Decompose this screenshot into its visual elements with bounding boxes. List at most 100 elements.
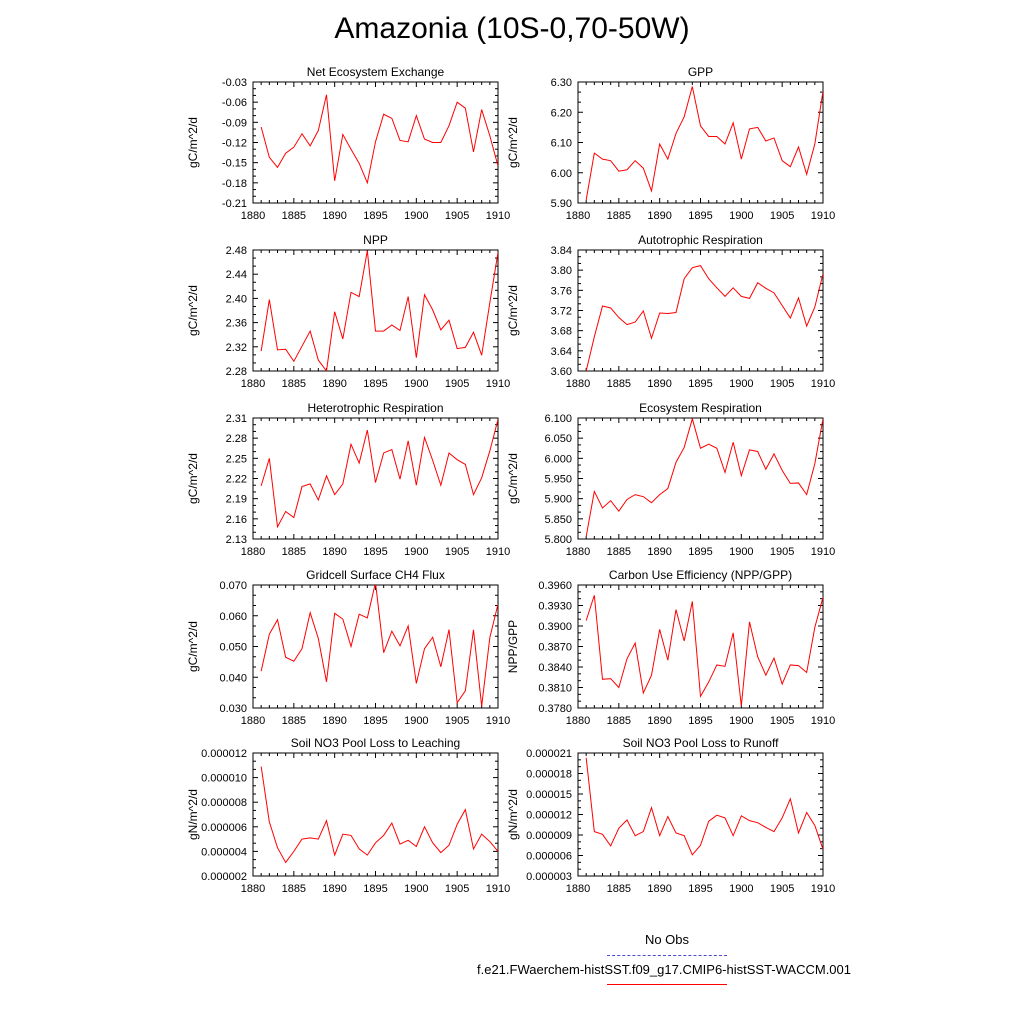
- x-tick-label: 1905: [445, 883, 469, 895]
- x-tick-label: 1900: [404, 883, 428, 895]
- plot-frame: [577, 752, 824, 877]
- series-line-0: [260, 766, 498, 864]
- x-tick-label: 1895: [363, 883, 387, 895]
- y-tick-label: 0.000002: [201, 871, 247, 883]
- y-tick-label: 5.800: [544, 534, 572, 546]
- x-tick-label: 1880: [566, 546, 590, 558]
- y-tick-label: 2.44: [226, 269, 247, 281]
- chart-panel-0: Net Ecosystem Exchange 1880 1885 1890 1895 19…: [186, 65, 510, 222]
- x-tick-label: 1895: [688, 546, 712, 558]
- y-tick-label: -0.21: [222, 198, 247, 210]
- x-tick-label: 1880: [241, 715, 265, 727]
- x-tick-label: 1895: [688, 210, 712, 222]
- x-tick-label: 1885: [282, 883, 306, 895]
- y-tick-label: 0.060: [219, 611, 247, 623]
- y-tick-label: 0.000018: [526, 769, 572, 781]
- x-tick-label: 1895: [688, 715, 712, 727]
- y-tick-label: 0.070: [219, 580, 247, 592]
- y-tick-label: 5.850: [544, 514, 572, 526]
- x-tick-label: 1885: [607, 378, 631, 390]
- x-tick-label: 1890: [322, 546, 346, 558]
- y-tick-label: 6.00: [551, 168, 572, 180]
- y-tick-label: 2.13: [226, 534, 247, 546]
- plot-frame: [252, 249, 499, 372]
- x-tick-label: 1900: [729, 210, 753, 222]
- series-line-0: [585, 86, 823, 201]
- series-line-0: [585, 265, 823, 371]
- y-tick-label: 3.72: [551, 306, 572, 318]
- chart-panel-8: Soil NO3 Pool Loss to Leaching 1880 1885 18…: [186, 736, 510, 895]
- series-line-0: [260, 94, 498, 185]
- x-tick-label: 1885: [282, 210, 306, 222]
- y-tick-label: 0.3840: [538, 662, 572, 674]
- plot-frame: [577, 249, 824, 372]
- y-tick-label: 0.3780: [538, 703, 572, 715]
- x-tick-label: 1890: [647, 546, 671, 558]
- chart-panel-4: Heterotrophic Respiration 1880 1885 1890 189…: [186, 401, 510, 558]
- x-tick-label: 1900: [404, 210, 428, 222]
- x-tick-label: 1890: [322, 210, 346, 222]
- y-tick-label: 3.76: [551, 285, 572, 297]
- x-tick-label: 1885: [607, 883, 631, 895]
- y-axis-label: gC/m^2/d: [186, 453, 200, 504]
- y-tick-label: 2.32: [226, 342, 247, 354]
- y-tick-label: 0.3960: [538, 580, 572, 592]
- y-tick-label: 0.000006: [526, 851, 572, 863]
- x-tick-label: 1900: [729, 378, 753, 390]
- chart-title: Net Ecosystem Exchange: [307, 65, 445, 79]
- y-axis-label: NPP/GPP: [506, 620, 520, 673]
- y-tick-label: -0.09: [222, 117, 247, 129]
- y-tick-label: 2.48: [226, 245, 247, 257]
- y-tick-label: 2.22: [226, 474, 247, 486]
- y-axis-label: gN/m^2/d: [506, 789, 520, 840]
- x-tick-label: 1890: [647, 210, 671, 222]
- x-tick-label: 1885: [607, 715, 631, 727]
- x-tick-label: 1905: [770, 883, 794, 895]
- y-tick-label: 6.000: [544, 453, 572, 465]
- y-axis-label: gC/m^2/d: [186, 621, 200, 672]
- x-tick-label: 1905: [770, 210, 794, 222]
- series-line-0: [260, 250, 498, 371]
- series-line-0: [585, 418, 823, 537]
- y-tick-label: 2.40: [226, 293, 247, 305]
- y-tick-label: 6.100: [544, 413, 572, 425]
- y-tick-label: 5.900: [544, 494, 572, 506]
- y-tick-label: 2.36: [226, 318, 247, 330]
- chart-title: Soil NO3 Pool Loss to Leaching: [291, 736, 460, 750]
- y-tick-label: 3.80: [551, 265, 572, 277]
- y-tick-label: 0.000008: [201, 797, 247, 809]
- plot-frame: [252, 584, 499, 709]
- x-tick-label: 1900: [404, 378, 428, 390]
- x-tick-label: 1900: [729, 715, 753, 727]
- y-tick-label: 5.90: [551, 198, 572, 210]
- chart-title: Gridcell Surface CH4 Flux: [306, 568, 445, 582]
- x-tick-label: 1910: [486, 378, 510, 390]
- y-tick-label: 3.84: [551, 245, 572, 257]
- x-tick-label: 1880: [566, 715, 590, 727]
- x-tick-label: 1905: [770, 378, 794, 390]
- y-axis-label: gC/m^2/d: [506, 453, 520, 504]
- chart-panel-5: Ecosystem Respiration 1880 1885 1890 1895 190…: [506, 401, 835, 558]
- x-tick-label: 1880: [241, 546, 265, 558]
- x-tick-label: 1910: [486, 210, 510, 222]
- y-tick-label: 0.3930: [538, 601, 572, 613]
- y-tick-label: -0.03: [222, 77, 247, 89]
- x-tick-label: 1895: [688, 883, 712, 895]
- y-tick-label: 3.68: [551, 326, 572, 338]
- plot-frame: [577, 584, 824, 709]
- x-tick-label: 1905: [445, 378, 469, 390]
- y-tick-label: 0.3810: [538, 683, 572, 695]
- x-tick-label: 1885: [282, 378, 306, 390]
- legend-line-model-run: [607, 984, 727, 985]
- chart-panel-3: Autotrophic Respiration 1880 1885 1890 1895 1…: [506, 233, 835, 390]
- x-tick-label: 1880: [566, 210, 590, 222]
- y-tick-label: 0.050: [219, 642, 247, 654]
- y-tick-label: -0.18: [222, 178, 247, 190]
- y-tick-label: 0.3870: [538, 642, 572, 654]
- series-line-0: [260, 419, 498, 529]
- chart-panel-9: Soil NO3 Pool Loss to Runoff 1880 1885 1890…: [506, 736, 835, 895]
- x-tick-label: 1910: [486, 546, 510, 558]
- chart-title: Heterotrophic Respiration: [307, 401, 443, 415]
- x-tick-label: 1880: [566, 883, 590, 895]
- y-tick-label: 3.60: [551, 366, 572, 378]
